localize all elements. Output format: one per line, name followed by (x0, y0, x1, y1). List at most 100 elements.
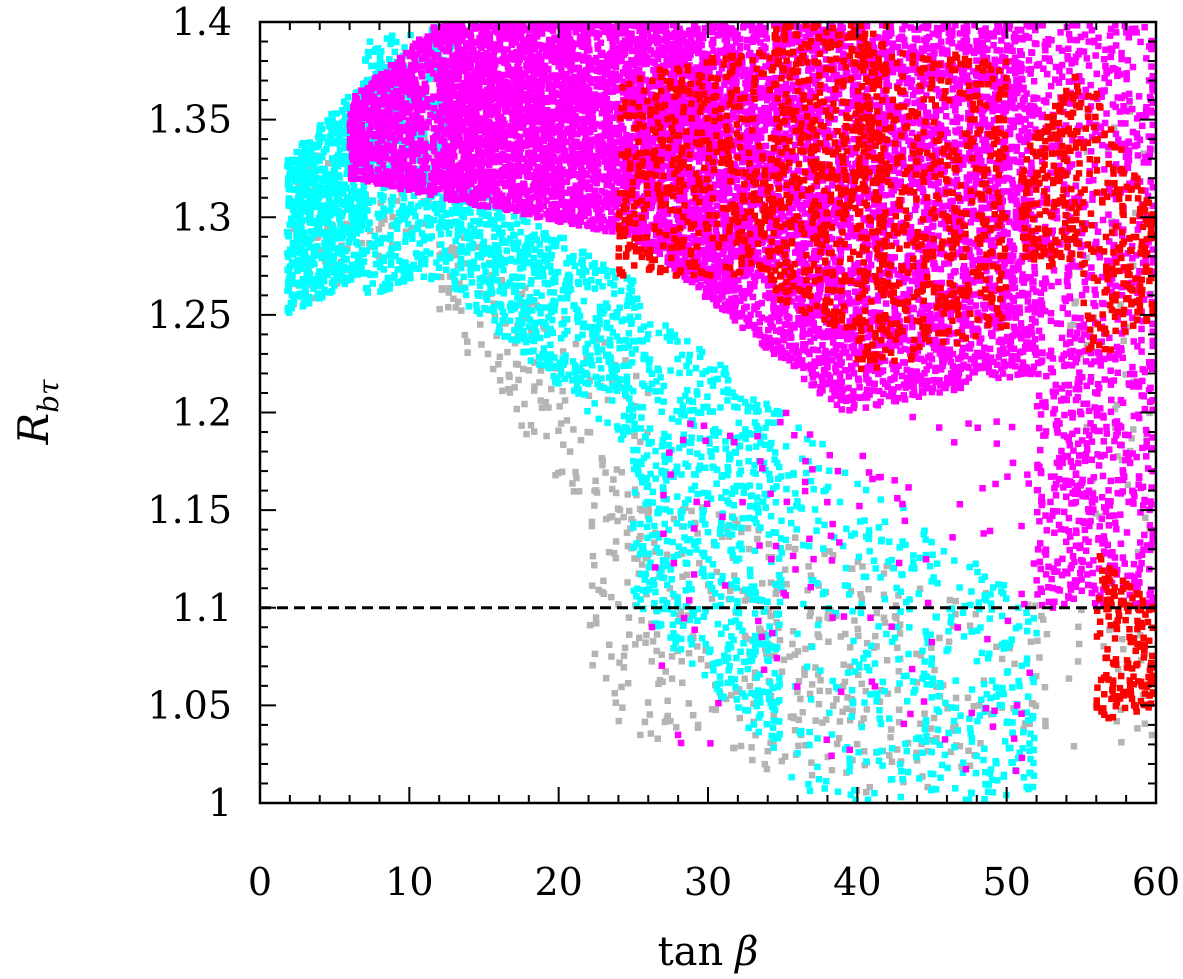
data-point (591, 561, 598, 569)
data-point (427, 111, 434, 119)
data-point (753, 402, 761, 409)
data-point (559, 287, 567, 294)
data-point (700, 507, 707, 514)
data-point (535, 304, 543, 311)
data-point (495, 361, 502, 368)
data-point (735, 609, 743, 617)
data-point (943, 647, 950, 655)
data-point (432, 54, 439, 61)
data-point (605, 386, 613, 394)
data-point (576, 365, 583, 372)
data-point (942, 699, 949, 707)
data-point (1030, 759, 1037, 767)
data-point (401, 208, 408, 215)
data-point (534, 266, 541, 273)
data-point (349, 156, 357, 163)
data-point (1075, 623, 1082, 631)
data-point (651, 522, 658, 530)
data-point (572, 305, 580, 313)
data-point (378, 220, 385, 227)
data-point (792, 534, 799, 541)
data-point (860, 573, 868, 581)
data-point (345, 238, 352, 246)
data-point (744, 525, 752, 532)
data-point (716, 530, 724, 537)
data-point (339, 158, 346, 166)
data-point (727, 581, 735, 588)
data-point (651, 388, 659, 395)
data-point (362, 147, 370, 154)
data-point (718, 533, 726, 541)
data-point (458, 227, 466, 234)
data-point (810, 577, 817, 584)
data-point (728, 490, 736, 497)
data-point (648, 658, 655, 665)
data-point (906, 596, 913, 603)
data-point (303, 299, 310, 307)
data-point (302, 290, 309, 297)
data-point (972, 769, 980, 777)
data-point (373, 89, 380, 97)
data-point (595, 356, 603, 364)
data-point (794, 648, 802, 655)
data-point (445, 285, 452, 292)
data-point (648, 370, 656, 378)
data-point (517, 228, 524, 236)
data-point (497, 283, 505, 290)
data-point (1016, 623, 1023, 630)
data-point (899, 538, 906, 545)
data-point (421, 233, 428, 240)
data-point (863, 639, 871, 647)
data-point (674, 551, 682, 559)
data-point (873, 698, 880, 705)
data-point (633, 593, 640, 600)
data-point (696, 560, 703, 567)
data-point (687, 635, 694, 642)
data-point (466, 193, 473, 200)
data-point (377, 176, 384, 183)
data-point (625, 614, 633, 621)
data-point (414, 51, 421, 58)
data-point (573, 374, 580, 382)
data-point (909, 678, 917, 685)
data-point (734, 434, 742, 441)
data-point (574, 334, 582, 341)
data-point (677, 607, 684, 615)
data-point (924, 783, 931, 791)
data-point (682, 392, 689, 400)
data-point (387, 207, 394, 214)
data-point (402, 228, 410, 235)
data-point (542, 304, 549, 311)
data-point (620, 664, 628, 671)
data-point (883, 562, 891, 570)
data-point (920, 531, 927, 538)
data-point (785, 543, 792, 551)
data-point (981, 745, 988, 752)
data-point (525, 367, 533, 374)
data-point (1011, 660, 1018, 668)
data-point (467, 235, 474, 242)
data-point (624, 491, 631, 498)
data-point (959, 769, 967, 776)
data-point (1143, 434, 1150, 442)
data-point (473, 264, 481, 272)
data-point (878, 747, 885, 755)
data-point (903, 672, 910, 680)
data-point (456, 200, 464, 207)
data-point (419, 164, 426, 171)
data-point (341, 117, 348, 125)
data-point (713, 542, 720, 549)
data-point (517, 333, 524, 341)
data-point (665, 433, 672, 441)
data-point (849, 700, 857, 707)
data-point (405, 116, 413, 124)
data-point (543, 331, 551, 339)
data-point (679, 573, 686, 580)
data-point (772, 449, 779, 456)
data-point (402, 238, 409, 245)
data-point (1039, 616, 1047, 623)
data-point (967, 601, 974, 609)
data-point (309, 199, 316, 207)
data-point (395, 115, 402, 122)
data-point (666, 337, 674, 344)
